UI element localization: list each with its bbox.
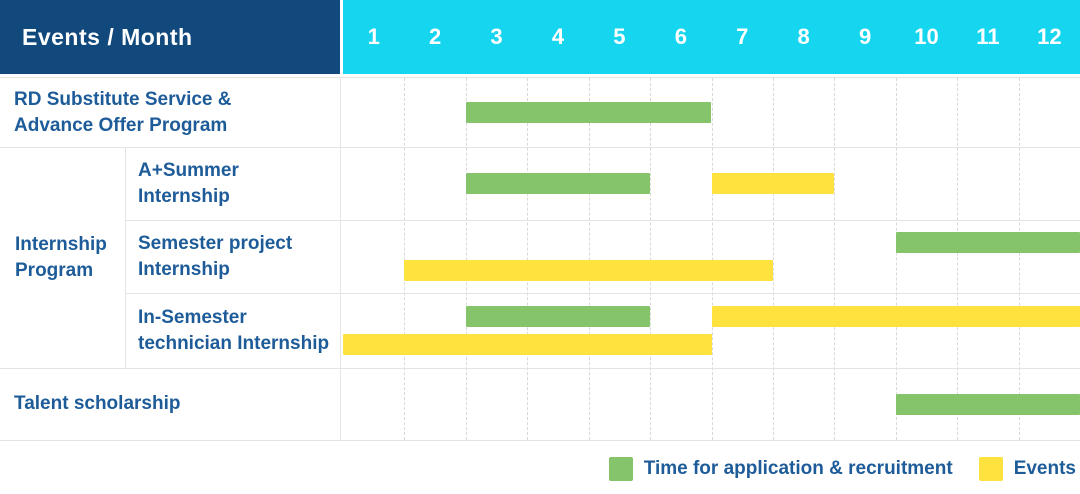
bar-recruitment <box>465 102 712 123</box>
column-divider <box>125 147 126 368</box>
row-divider <box>125 220 1080 221</box>
gantt-row: A+Summer Internship <box>0 147 1080 220</box>
month-header-cell: 10 <box>914 24 939 49</box>
bar-recruitment <box>465 306 651 327</box>
row-label-line: Internship <box>138 258 230 280</box>
row-chart-area <box>343 293 1080 368</box>
event-swatch-icon <box>978 457 1003 481</box>
gantt-row: Semester project Internship <box>0 220 1080 293</box>
row-chart-area <box>343 368 1080 440</box>
group-label-line: Program <box>15 259 94 281</box>
row-chart-area <box>343 147 1080 220</box>
row-divider <box>0 147 1080 148</box>
row-label: A+Summer Internship <box>125 147 340 220</box>
row-label-line: Advance Offer Program <box>14 114 228 136</box>
row-label: RD Substitute Service & Advance Offer Pro… <box>0 78 340 147</box>
row-chart-area <box>343 220 1080 293</box>
bar-recruitment <box>895 394 1080 415</box>
group-label-internship-program: Internship Program <box>0 147 125 368</box>
legend-item: Time for application & recruitment <box>608 457 953 481</box>
row-label-line: Semester project <box>138 232 293 254</box>
legend-label: Events <box>1013 458 1076 479</box>
row-divider <box>0 77 1080 78</box>
row-label: Semester project Internship <box>125 220 340 293</box>
bar-event <box>711 173 835 194</box>
legend: Time for application & recruitment Events <box>608 451 1076 487</box>
row-label: In-Semester technician Internship <box>125 293 340 368</box>
month-header-cell: 6 <box>674 24 687 49</box>
recruitment-swatch-icon <box>608 457 633 481</box>
months-header-row: 1 2 3 4 5 6 7 8 9 10 11 12 <box>343 0 1080 74</box>
row-label: Talent scholarship <box>0 368 340 440</box>
row-label-line: In-Semester <box>138 306 247 328</box>
row-label-line: technician Internship <box>138 332 330 354</box>
month-header-cell: 4 <box>551 24 565 49</box>
bar-event <box>343 334 712 355</box>
month-header-cell: 7 <box>736 24 749 49</box>
bar-recruitment <box>895 232 1080 253</box>
bar-event <box>711 306 1080 327</box>
gantt-row: In-Semester technician Internship <box>0 293 1080 368</box>
month-header-cell: 1 <box>367 24 380 49</box>
legend-item: Events <box>978 457 1076 481</box>
row-divider <box>0 440 1080 441</box>
row-label-line: Talent scholarship <box>14 393 181 414</box>
row-label-line: RD Substitute Service & <box>14 88 232 110</box>
row-divider <box>0 368 1080 369</box>
row-chart-area <box>343 78 1080 147</box>
month-header-cell: 12 <box>1037 24 1062 49</box>
month-header-cell: 8 <box>797 24 810 49</box>
month-header-cell: 5 <box>613 24 626 49</box>
gantt-row: Talent scholarship <box>0 368 1080 440</box>
events-month-header-cell: Events / Month <box>0 0 340 74</box>
row-label-line: Internship <box>138 185 230 207</box>
legend-label: Time for application & recruitment <box>643 458 953 479</box>
row-divider <box>125 293 1080 294</box>
row-label-line: A+Summer <box>138 159 239 181</box>
bar-event <box>404 260 773 281</box>
chart-title: Events / Month <box>22 23 193 50</box>
gantt-row: RD Substitute Service & Advance Offer Pro… <box>0 78 1080 147</box>
column-divider <box>340 78 341 440</box>
bar-recruitment <box>465 173 651 194</box>
group-label-line: Internship <box>15 233 107 255</box>
month-header-cell: 9 <box>858 24 872 49</box>
month-header-cell: 3 <box>490 24 503 49</box>
month-header-cell: 2 <box>429 24 442 49</box>
month-header-cell: 11 <box>976 24 1000 49</box>
